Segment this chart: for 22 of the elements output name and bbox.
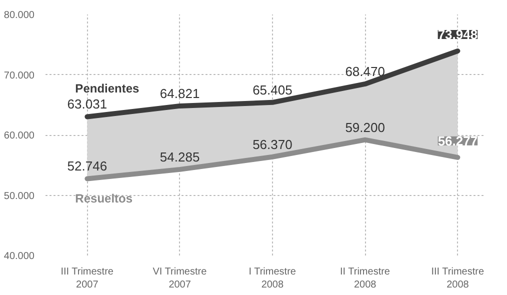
data-label: 73.948 [438,26,478,42]
data-label: 59.200 [345,120,385,135]
data-label: 68.470 [345,64,385,79]
data-label: 64.821 [160,86,200,101]
x-tick-label: II Trimestre 2008 [340,266,390,291]
series-label: Resueltos [75,192,133,206]
series-label: Pendientes [75,82,140,96]
x-tick-label: III Trimestre 2007 [60,266,114,291]
x-tick-label: I Trimestre 2008 [248,266,296,291]
x-tick-label: III Trimestre 2008 [431,266,484,291]
y-tick-label: 40.000 [4,251,35,262]
x-tick-label: VI Trimestre 2007 [152,266,208,291]
y-tick-label: 60.000 [4,130,35,142]
data-label: 63.031 [67,96,108,112]
y-tick-label: 70.000 [4,70,35,82]
y-tick-label: 80.000 [4,10,35,21]
y-tick-label: 50.000 [4,190,35,202]
data-label: 56.370 [252,136,292,152]
data-label: 54.285 [160,149,200,164]
data-label: 52.746 [67,158,108,174]
data-label: 65.405 [252,82,292,98]
data-label: 56.277 [438,133,478,148]
